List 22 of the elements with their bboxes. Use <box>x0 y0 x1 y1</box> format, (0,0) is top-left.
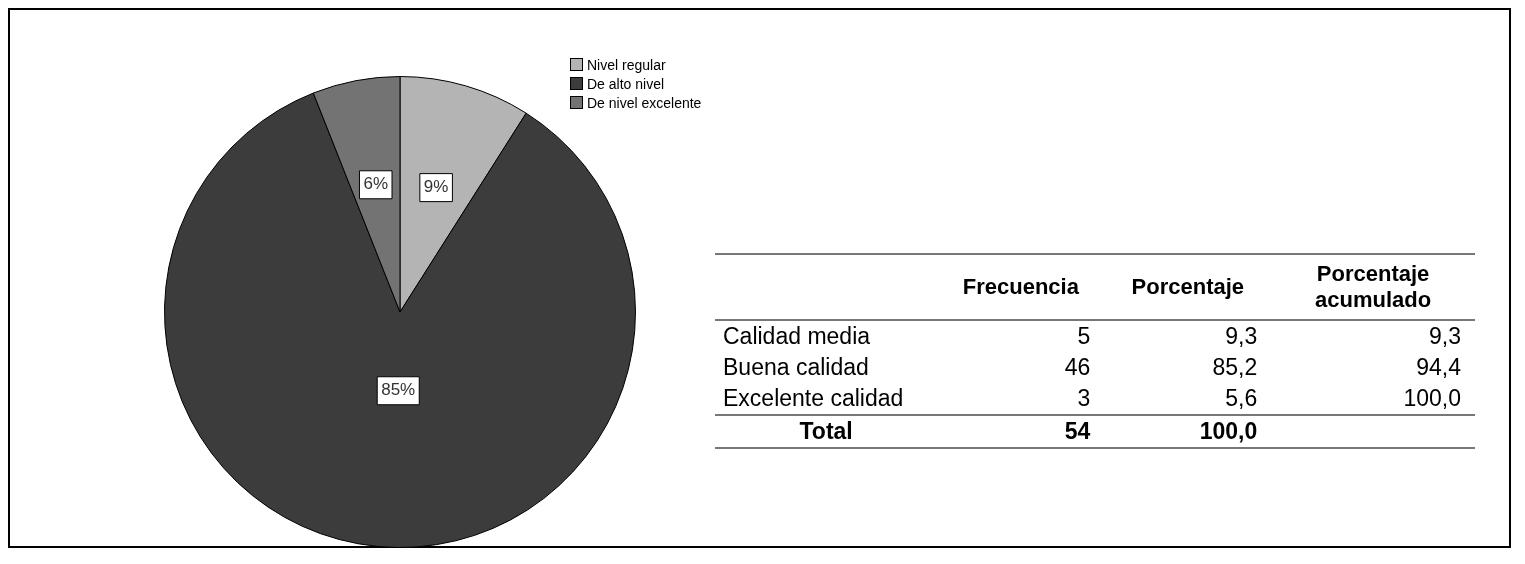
data-label: 54 <box>1063 417 1092 446</box>
data-label: 85,2 <box>1211 353 1259 382</box>
category-label: Total <box>798 417 854 446</box>
data-label: 5 <box>1076 322 1092 351</box>
data-label: 9% <box>423 177 449 197</box>
data-label: 94,4 <box>1415 353 1462 382</box>
data-label: 5,6 <box>1224 384 1259 413</box>
frame: 9% 85% 6% Nivel regular De alto nivel De nivel excelente Frecuencia Porcentaje Porcentaje acumulado Calidad media 5 9,3 9,3 Buena calidad 46 85,2 94,4 Excelente calidad 3 5,6 100,0 Total 54 100,0 <box>8 8 1511 548</box>
data-label: 85% <box>381 380 416 400</box>
data-label: 6% <box>363 174 389 194</box>
category-label: Buena calidad <box>722 353 870 382</box>
data-label: 9,3 <box>1428 322 1462 351</box>
data-label: 3 <box>1076 384 1092 413</box>
data-label: 9,3 <box>1224 322 1259 351</box>
data-label: 46 <box>1063 353 1092 382</box>
legend-label: De nivel excelente <box>587 94 702 111</box>
data-label: 100,0 <box>1198 417 1259 446</box>
data-label: 100,0 <box>1402 384 1462 413</box>
category-label: Calidad media <box>722 322 872 351</box>
legend-label: De alto nivel <box>587 75 665 92</box>
category-label: Excelente calidad <box>722 384 905 413</box>
legend-label: Nivel regular <box>587 56 666 73</box>
